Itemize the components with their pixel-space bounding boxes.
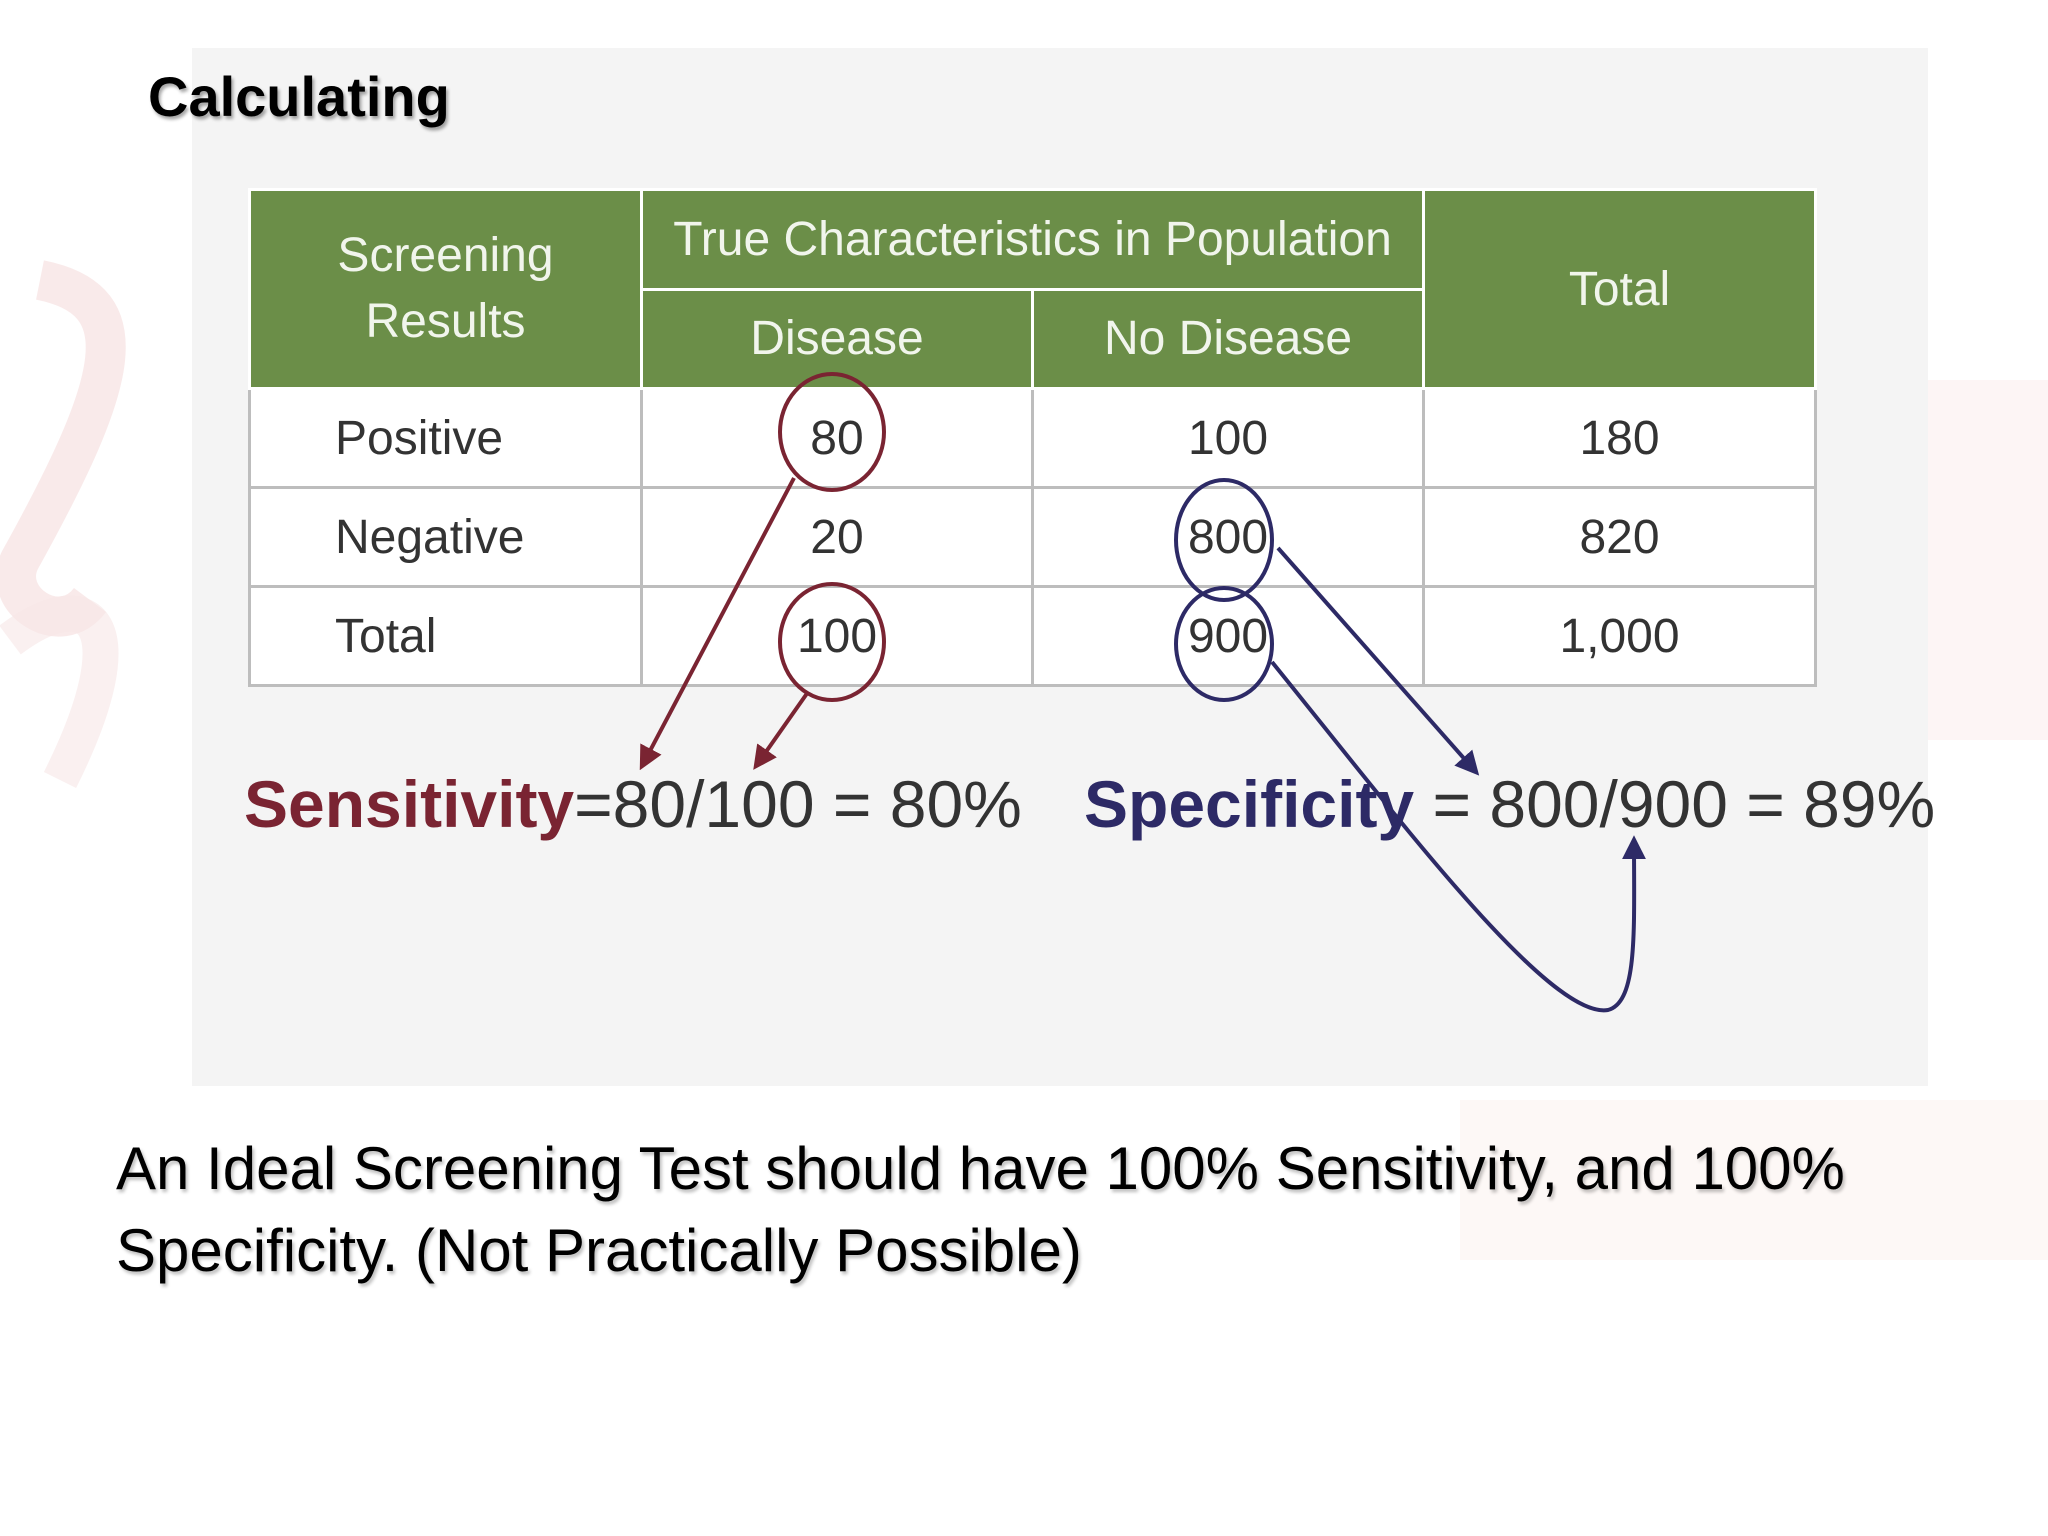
cell-disease: 100 <box>640 585 1034 687</box>
row-label: Negative <box>248 486 643 588</box>
row-label: Total <box>248 585 643 687</box>
cell-total: 820 <box>1422 486 1818 588</box>
cell-no-disease: 800 <box>1030 486 1426 588</box>
header-true-characteristics: True Characteristics in Population <box>639 188 1426 291</box>
header-screening-results: Screening Results <box>248 188 643 390</box>
specificity-expression: = 800/900 = 89% <box>1414 767 1936 841</box>
table-header-row-1: Screening Results True Characteristics i… <box>248 188 1818 390</box>
specificity-formula: Specificity = 800/900 = 89% <box>1084 766 1935 842</box>
row-label: Positive <box>248 387 643 489</box>
cell-disease: 80 <box>640 387 1034 489</box>
slide-title: Calculating <box>148 65 450 128</box>
cell-no-disease: 100 <box>1030 387 1426 489</box>
table-row: Positive 80 100 180 <box>248 387 1818 489</box>
sensitivity-expression: =80/100 = 80% <box>574 767 1022 841</box>
header-disease: Disease <box>640 287 1034 390</box>
cell-total: 180 <box>1422 387 1818 489</box>
header-no-disease: No Disease <box>1030 287 1426 390</box>
cell-disease: 20 <box>640 486 1034 588</box>
table-row: Total 100 900 1,000 <box>248 585 1818 687</box>
screening-table: Screening Results True Characteristics i… <box>248 188 1818 687</box>
table-header-row-2: Disease No Disease <box>250 287 1816 390</box>
sensitivity-term: Sensitivity <box>244 767 575 841</box>
footer-statement: An Ideal Screening Test should have 100%… <box>116 1135 1845 1284</box>
cell-no-disease: 900 <box>1030 585 1426 687</box>
table-row: Negative 20 800 820 <box>248 486 1818 588</box>
cell-total: 1,000 <box>1422 585 1818 687</box>
specificity-term: Specificity <box>1084 767 1415 841</box>
header-total: Total <box>1422 188 1818 390</box>
sensitivity-formula: Sensitivity=80/100 = 80% <box>244 766 1022 842</box>
